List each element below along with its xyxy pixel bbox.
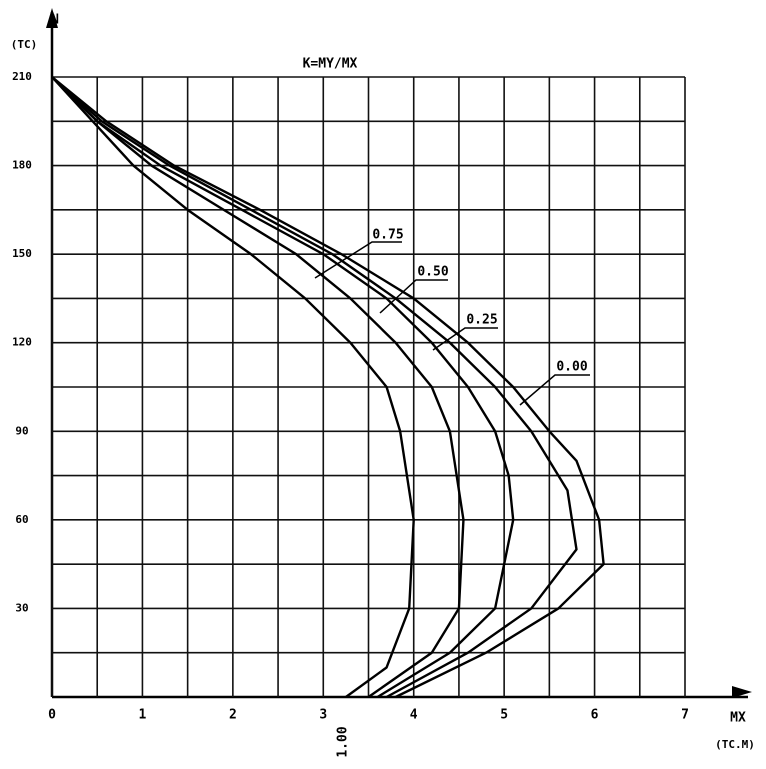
series-line: [51, 76, 515, 699]
series-label: 0.75: [372, 228, 403, 243]
series-line: [51, 76, 605, 699]
y-tick-label: 120: [12, 336, 32, 349]
y-tick-label: 90: [15, 424, 28, 437]
series-label: 0.50: [417, 265, 448, 280]
y-axis-unit: (TC): [11, 38, 38, 51]
y-tick-label: 30: [15, 601, 28, 614]
leader-line: [379, 279, 448, 314]
series-line: [51, 76, 415, 698]
leader-line: [432, 327, 498, 351]
series-line: [51, 76, 465, 698]
y-tick-label: 150: [12, 247, 32, 260]
y-tick-label: 60: [15, 513, 28, 526]
x-tick-label: 2: [229, 708, 237, 723]
y-axis-arrow: [46, 8, 58, 28]
chart-title: K=MY/MX: [303, 57, 358, 72]
x-tick-label: 1: [139, 708, 147, 723]
x-tick-label: 7: [681, 708, 689, 723]
series-line: [51, 76, 578, 699]
y-tick-label: 180: [12, 159, 32, 172]
leader-line: [314, 241, 402, 279]
x-axis-arrow: [732, 686, 752, 698]
x-axis-label: MX: [730, 711, 746, 726]
y-tick-label: 210: [12, 70, 32, 83]
leader-line: [519, 374, 590, 406]
x-axis-unit: (TC.M): [715, 738, 755, 751]
x-tick-label: 0: [48, 708, 56, 723]
series-label: 1.00: [336, 726, 351, 757]
x-tick-label: 3: [319, 708, 327, 723]
series-label: 0.00: [556, 360, 587, 375]
series-label: 0.25: [466, 313, 497, 328]
x-tick-label: 5: [500, 708, 508, 723]
x-tick-label: 4: [410, 708, 418, 723]
x-tick-label: 6: [591, 708, 599, 723]
